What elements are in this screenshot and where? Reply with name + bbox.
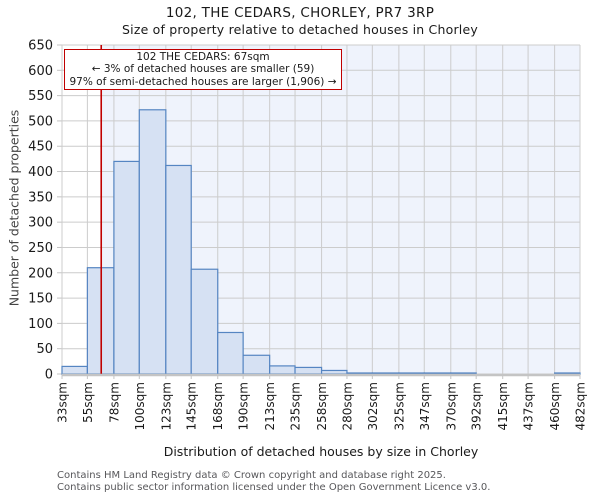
chart-subtitle: Size of property relative to detached ho… [122,22,478,37]
x-tick-label: 437sqm [522,382,536,430]
footer-line-2: Contains public sector information licen… [57,481,491,493]
x-tick-label: 280sqm [340,382,354,430]
y-tick-label: 450 [28,140,53,155]
x-tick-label: 325sqm [392,382,406,430]
x-tick-label: 213sqm [263,382,277,430]
y-tick-label: 100 [28,317,53,332]
x-tick-label: 100sqm [133,382,147,430]
x-tick-label: 482sqm [574,382,588,430]
y-tick-label: 400 [28,165,53,180]
x-tick-label: 302sqm [366,382,380,430]
x-tick-label: 145sqm [185,382,199,430]
x-tick-label: 33sqm [56,382,70,423]
annotation-line-2: ← 3% of detached houses are smaller (59) [91,63,315,76]
y-tick-label: 250 [28,241,53,256]
histogram-bar [320,369,348,375]
x-tick-label: 370sqm [444,382,458,430]
histogram-bar [190,268,219,375]
histogram-bar [138,109,167,375]
x-tick-label: 78sqm [107,382,121,423]
histogram-bar [217,331,244,375]
x-tick-label: 258sqm [315,382,329,430]
x-tick-label: 460sqm [548,382,562,430]
x-tick-label: 235sqm [289,382,303,430]
y-tick-label: 200 [28,266,53,281]
histogram-bar [269,365,296,375]
annotation-line-3: 97% of semi-detached houses are larger (… [69,75,337,88]
x-axis-title: Distribution of detached houses by size … [163,444,479,459]
property-annotation-box: 102 THE CEDARS: 67sqm ← 3% of detached h… [64,49,342,90]
histogram-bar [165,164,192,375]
annotation-line-1: 102 THE CEDARS: 67sqm [136,51,270,63]
y-tick-label: 600 [28,64,53,79]
y-tick-label: 650 [28,39,53,54]
histogram-bar [294,366,323,375]
x-tick-label: 123sqm [159,382,173,430]
footer-line-1: Contains HM Land Registry data © Crown c… [57,470,446,481]
x-tick-label: 347sqm [418,382,432,430]
x-tick-label: 392sqm [470,382,484,430]
y-tick-label: 150 [28,292,53,307]
histogram-bar [113,160,140,375]
y-tick-label: 500 [28,114,53,129]
license-footer: Contains HM Land Registry data © Crown c… [57,470,597,493]
y-tick-label: 300 [28,216,53,231]
y-tick-label: 50 [36,342,53,357]
histogram-bar [242,354,271,375]
y-tick-label: 350 [28,190,53,205]
histogram-bar [61,365,88,375]
y-tick-label: 0 [45,368,53,383]
x-tick-label: 415sqm [496,382,510,430]
x-tick-label: 55sqm [81,382,95,423]
chart-title: 102, THE CEDARS, CHORLEY, PR7 3RP [165,5,435,21]
x-tick-label: 190sqm [237,382,251,430]
y-tick-label: 550 [28,89,53,104]
x-tick-label: 168sqm [211,382,225,430]
